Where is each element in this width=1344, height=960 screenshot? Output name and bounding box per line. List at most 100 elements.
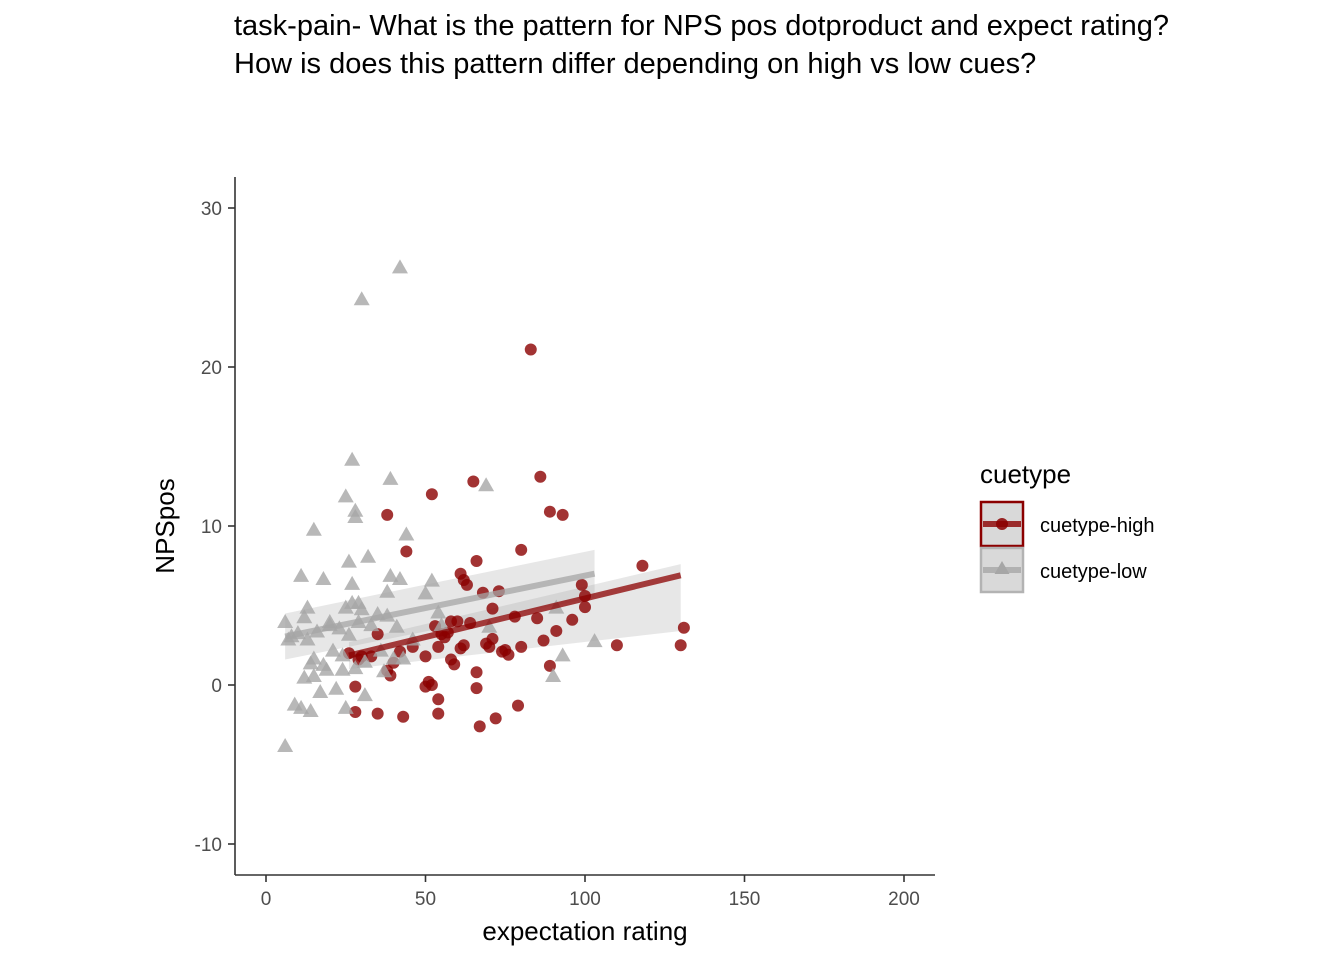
point-cuetype-low bbox=[318, 661, 335, 676]
point-cuetype-low bbox=[347, 660, 364, 675]
point-cuetype-low bbox=[433, 617, 450, 632]
point-cuetype-low bbox=[417, 585, 434, 600]
point-cuetype-high bbox=[425, 679, 438, 691]
point-cuetype-low bbox=[315, 571, 332, 586]
fit-line-cuetype-low bbox=[284, 570, 596, 640]
point-cuetype-low bbox=[376, 663, 393, 678]
x-tick-label: 150 bbox=[729, 889, 761, 910]
point-cuetype-low bbox=[388, 618, 405, 633]
point-cuetype-low bbox=[382, 470, 399, 485]
ticks: 0 50 100 150 200 -10 0 10 20 30 bbox=[195, 199, 920, 910]
point-cuetype-high bbox=[674, 639, 687, 652]
point-cuetype-high bbox=[543, 505, 556, 518]
chart-title-line-1: task-pain- What is the pattern for NPS p… bbox=[234, 10, 1169, 42]
point-cuetype-high bbox=[467, 475, 480, 488]
legend-title: cuetype bbox=[980, 459, 1071, 489]
point-cuetype-high bbox=[425, 488, 438, 501]
point-cuetype-high bbox=[636, 559, 649, 572]
legend-marker-low bbox=[994, 561, 1010, 574]
point-cuetype-high bbox=[534, 470, 547, 483]
y-tick-label: 0 bbox=[211, 676, 222, 697]
legend-label-low: cuetype-low bbox=[1040, 561, 1147, 583]
point-cuetype-low bbox=[356, 687, 373, 702]
point-cuetype-low bbox=[586, 633, 603, 648]
point-cuetype-low bbox=[277, 613, 294, 628]
point-cuetype-low bbox=[305, 521, 322, 536]
point-cuetype-low bbox=[478, 477, 495, 492]
legend-label-high: cuetype-high bbox=[1040, 515, 1155, 537]
point-cuetype-low bbox=[340, 626, 357, 641]
axes bbox=[234, 177, 935, 876]
y-tick-label: 30 bbox=[201, 199, 222, 220]
point-cuetype-high bbox=[432, 707, 445, 720]
point-cuetype-high bbox=[400, 545, 413, 558]
point-cuetype-low bbox=[299, 631, 316, 646]
point-cuetype-low bbox=[423, 572, 440, 587]
point-cuetype-low bbox=[347, 509, 364, 524]
point-cuetype-high bbox=[448, 658, 461, 671]
legend-marker-high bbox=[996, 518, 1008, 530]
point-cuetype-low bbox=[337, 488, 354, 503]
point-cuetype-low bbox=[545, 668, 562, 683]
point-cuetype-low bbox=[312, 683, 329, 698]
point-cuetype-low bbox=[481, 618, 498, 633]
point-cuetype-low bbox=[296, 609, 313, 624]
point-cuetype-high bbox=[531, 612, 544, 625]
point-cuetype-low bbox=[324, 642, 341, 657]
point-cuetype-high bbox=[349, 680, 362, 693]
point-cuetype-low bbox=[334, 661, 351, 676]
legend: cuetype cuetype-high cuetype-low bbox=[979, 459, 1155, 594]
point-cuetype-high bbox=[451, 615, 464, 628]
point-cuetype-high bbox=[419, 650, 432, 663]
x-axis-title: expectation rating bbox=[482, 916, 687, 946]
point-cuetype-high bbox=[515, 640, 528, 653]
point-cuetype-low bbox=[293, 699, 310, 714]
point-cuetype-high bbox=[556, 508, 569, 521]
point-cuetype-low bbox=[337, 699, 354, 714]
point-cuetype-low bbox=[430, 604, 447, 619]
point-cuetype-high bbox=[473, 720, 486, 733]
point-cuetype-high bbox=[575, 578, 588, 591]
point-cuetype-low bbox=[344, 451, 361, 466]
y-axis-title: NPSpos bbox=[150, 478, 180, 573]
y-tick-label: -10 bbox=[195, 835, 222, 856]
point-cuetype-high bbox=[470, 554, 483, 567]
x-tick-label: 50 bbox=[415, 889, 436, 910]
point-cuetype-low bbox=[340, 553, 357, 568]
legend-item-low: cuetype-low bbox=[979, 546, 1147, 594]
point-cuetype-high bbox=[512, 699, 525, 712]
point-cuetype-high bbox=[502, 648, 515, 661]
point-cuetype-low bbox=[277, 738, 294, 753]
point-cuetype-high bbox=[457, 639, 470, 652]
point-cuetype-high bbox=[677, 621, 690, 634]
point-cuetype-high bbox=[432, 693, 445, 706]
fit-line-cuetype-high bbox=[348, 572, 682, 659]
point-cuetype-high bbox=[486, 602, 499, 615]
point-cuetype-low bbox=[391, 571, 408, 586]
point-cuetype-high bbox=[566, 613, 579, 626]
point-cuetype-low bbox=[305, 650, 322, 665]
point-cuetype-low bbox=[334, 647, 351, 662]
point-cuetype-high bbox=[489, 712, 502, 725]
point-cuetype-high bbox=[349, 706, 362, 719]
y-tick-label: 20 bbox=[201, 358, 222, 379]
point-cuetype-low bbox=[353, 601, 370, 616]
point-cuetype-high bbox=[371, 707, 384, 720]
point-cuetype-high bbox=[432, 640, 445, 653]
legend-item-high: cuetype-high bbox=[979, 500, 1155, 548]
point-cuetype-low bbox=[328, 680, 345, 695]
point-cuetype-high bbox=[537, 634, 550, 647]
point-cuetype-low bbox=[379, 583, 396, 598]
point-cuetype-low bbox=[302, 703, 319, 718]
point-cuetype-low bbox=[344, 575, 361, 590]
point-cuetype-low bbox=[299, 599, 316, 614]
point-cuetype-high bbox=[460, 578, 473, 591]
point-cuetype-high bbox=[470, 682, 483, 695]
point-cuetype-high bbox=[515, 543, 528, 556]
point-cuetype-low bbox=[353, 291, 370, 306]
fit-lines bbox=[284, 570, 682, 659]
point-cuetype-low bbox=[395, 650, 412, 665]
point-cuetype-high bbox=[381, 508, 394, 521]
point-cuetype-low bbox=[356, 653, 373, 668]
point-cuetype-low bbox=[360, 548, 377, 563]
